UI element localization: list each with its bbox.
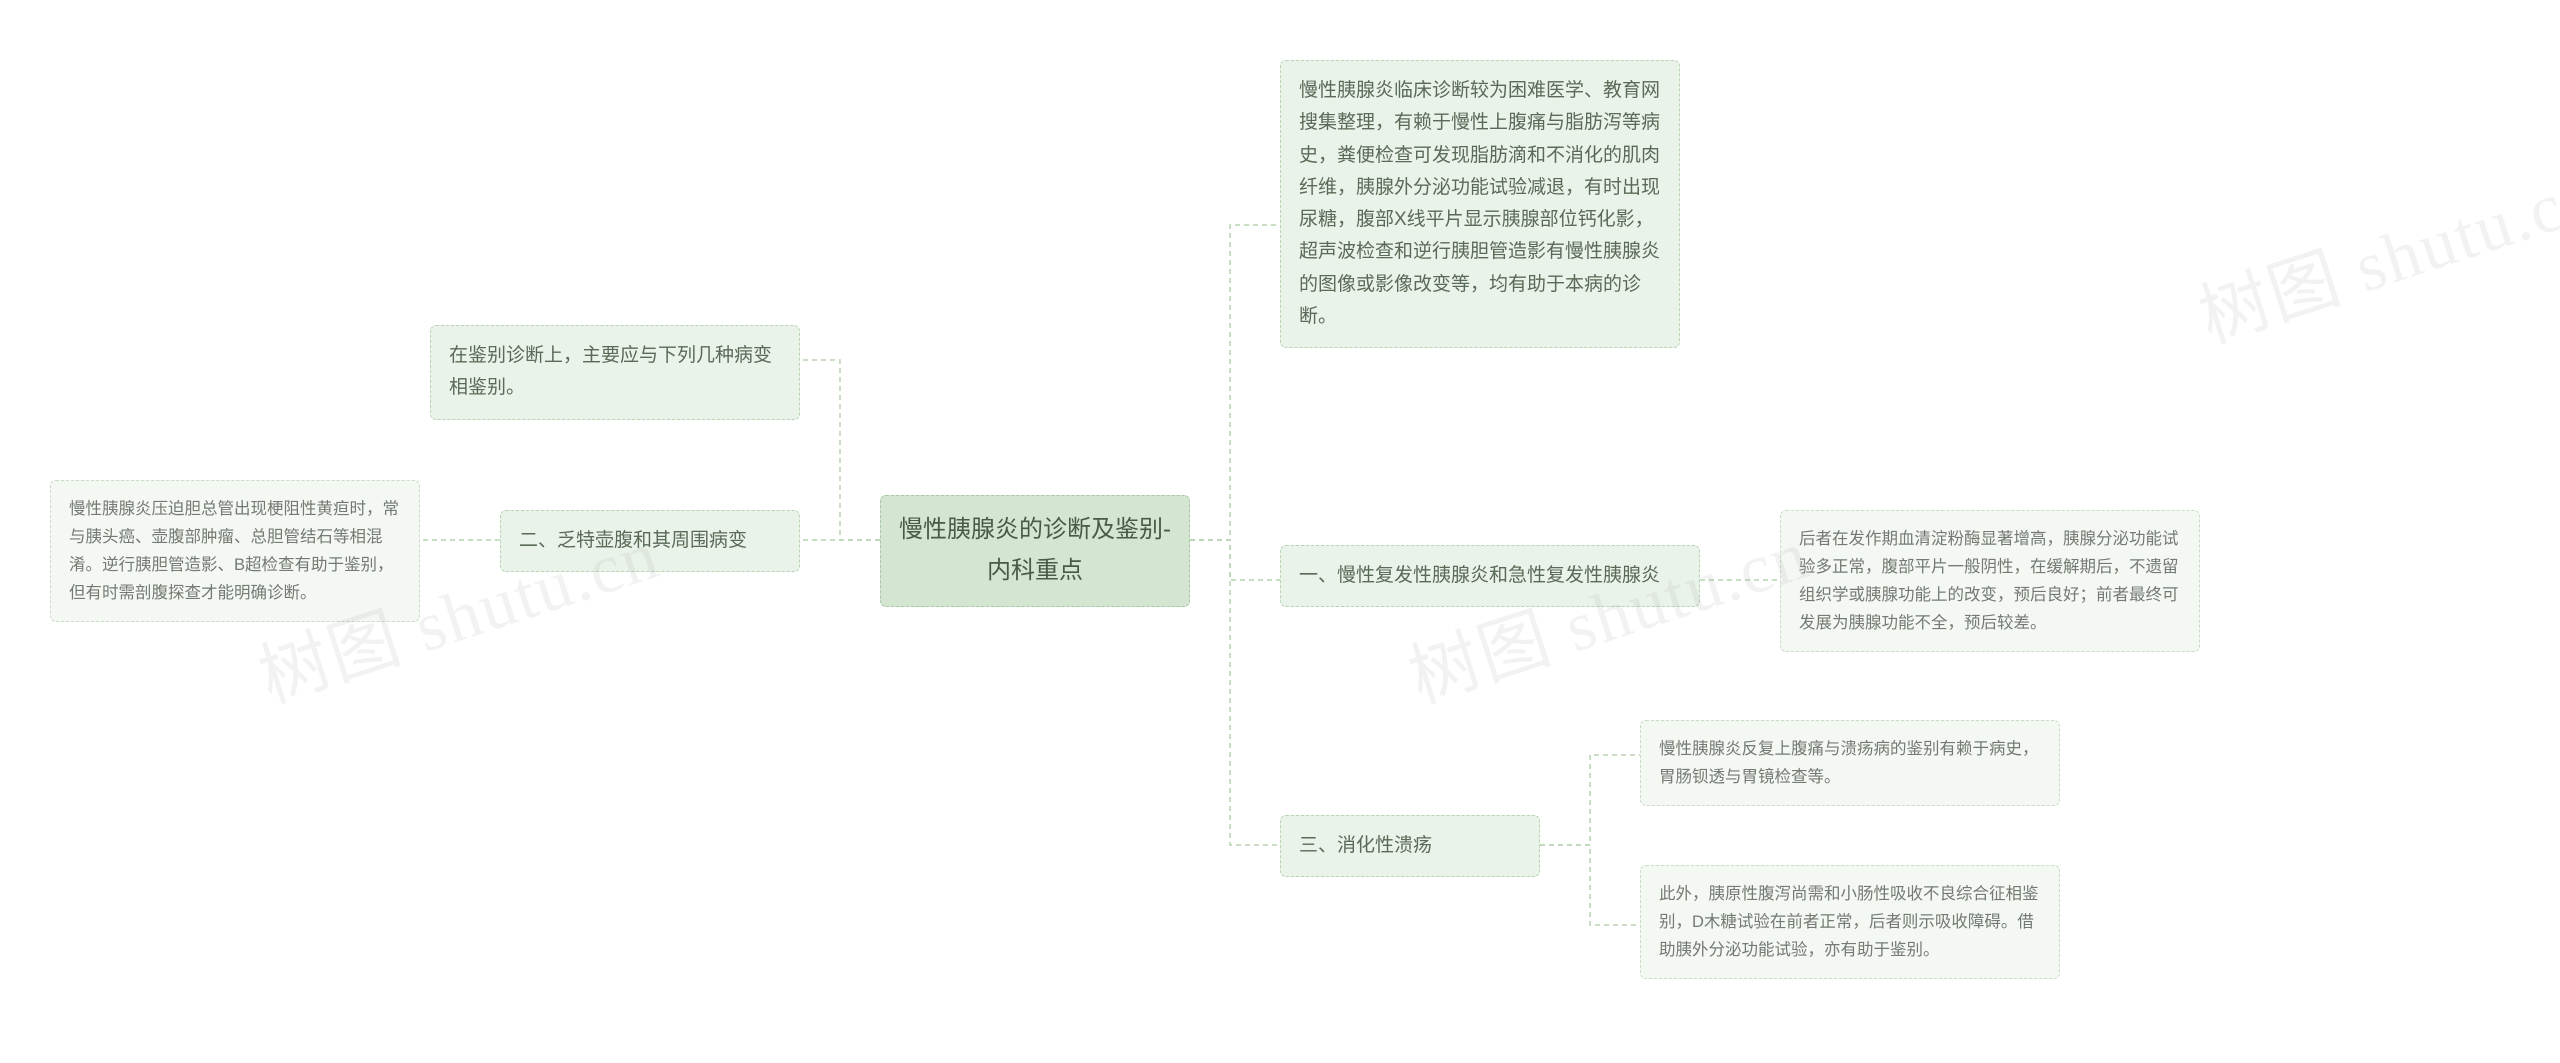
right-sec3-detail-a-text: 慢性胰腺炎反复上腹痛与溃疡病的鉴别有赖于病史，胃肠钡透与胃镜检查等。	[1659, 740, 2039, 786]
left-diff-intro: 在鉴别诊断上，主要应与下列几种病变相鉴别。	[430, 325, 800, 420]
root-title-line2: 内科重点	[899, 551, 1171, 592]
root-title-line1: 慢性胰腺炎的诊断及鉴别-	[899, 510, 1171, 551]
right-sec3-detail-b: 此外，胰原性腹泻尚需和小肠性吸收不良综合征相鉴别，D木糖试验在前者正常，后者则示…	[1640, 865, 2060, 979]
right-sec3-title-text: 三、消化性溃疡	[1299, 835, 1432, 856]
left-sec2-detail-text: 慢性胰腺炎压迫胆总管出现梗阻性黄疸时，常与胰头癌、壶腹部肿瘤、总胆管结石等相混淆…	[69, 500, 399, 602]
right-sec3-detail-b-text: 此外，胰原性腹泻尚需和小肠性吸收不良综合征相鉴别，D木糖试验在前者正常，后者则示…	[1659, 885, 2039, 959]
right-sec1-title-text: 一、慢性复发性胰腺炎和急性复发性胰腺炎	[1299, 565, 1660, 586]
right-sec3-detail-a: 慢性胰腺炎反复上腹痛与溃疡病的鉴别有赖于病史，胃肠钡透与胃镜检查等。	[1640, 720, 2060, 806]
right-sec3-title: 三、消化性溃疡	[1280, 815, 1540, 877]
root-node: 慢性胰腺炎的诊断及鉴别- 内科重点	[880, 495, 1190, 607]
left-sec2-title-text: 二、乏特壶腹和其周围病变	[519, 530, 747, 551]
right-sec1-title: 一、慢性复发性胰腺炎和急性复发性胰腺炎	[1280, 545, 1700, 607]
watermark-right: 树图 shutu.cn	[1395, 498, 1821, 722]
left-diff-intro-text: 在鉴别诊断上，主要应与下列几种病变相鉴别。	[449, 345, 772, 398]
left-sec2-detail: 慢性胰腺炎压迫胆总管出现梗阻性黄疸时，常与胰头癌、壶腹部肿瘤、总胆管结石等相混淆…	[50, 480, 420, 622]
left-sec2-title: 二、乏特壶腹和其周围病变	[500, 510, 800, 572]
right-sec1-detail: 后者在发作期血清淀粉酶显著增高，胰腺分泌功能试验多正常，腹部平片一般阴性，在缓解…	[1780, 510, 2200, 652]
right-sec1-detail-text: 后者在发作期血清淀粉酶显著增高，胰腺分泌功能试验多正常，腹部平片一般阴性，在缓解…	[1799, 530, 2179, 632]
right-intro-text: 慢性胰腺炎临床诊断较为困难医学、教育网搜集整理，有赖于慢性上腹痛与脂肪泻等病史，…	[1299, 80, 1660, 327]
right-intro: 慢性胰腺炎临床诊断较为困难医学、教育网搜集整理，有赖于慢性上腹痛与脂肪泻等病史，…	[1280, 60, 1680, 348]
watermark-far-right: 树图 shutu.cn	[2185, 138, 2560, 362]
